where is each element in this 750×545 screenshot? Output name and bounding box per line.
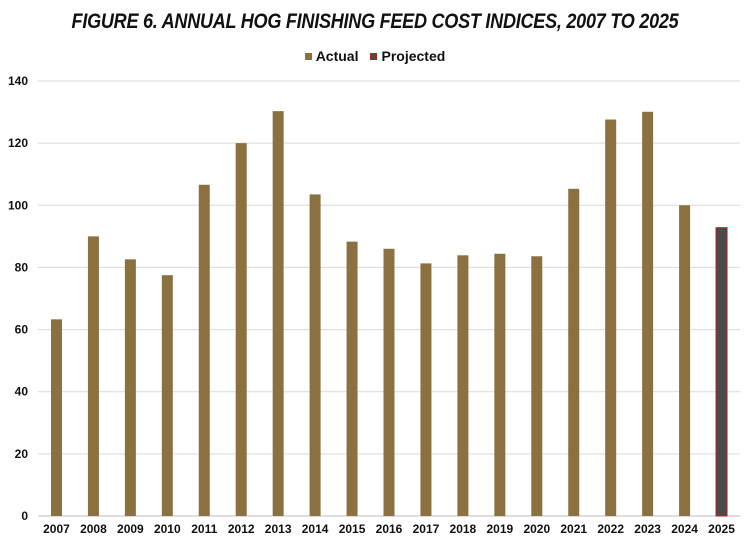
legend-swatch-projected <box>370 52 378 60</box>
bar-actual-2017 <box>420 263 432 516</box>
y-tick-label: 0 <box>21 509 28 523</box>
bar-actual-2009 <box>124 259 136 516</box>
bar-actual-2020 <box>531 256 543 516</box>
x-axis-ticks: 2007 2008 2009 2010 2011 2012 2013 2014 2015 2016… <box>43 522 735 536</box>
legend-label-actual: Actual <box>315 48 359 64</box>
bar-actual-2008 <box>87 236 99 516</box>
bar-actual-2016 <box>383 248 395 517</box>
bar-actual-2019 <box>494 253 506 516</box>
bar-projected-2025 <box>715 227 728 517</box>
x-tick-label: 2012 <box>228 522 255 536</box>
x-tick-label: 2018 <box>450 522 477 536</box>
chart-title: FIGURE 6. ANNUAL HOG FINISHING FEED COST… <box>71 10 679 33</box>
y-tick-label: 100 <box>8 198 28 212</box>
bar-actual-2011 <box>198 184 210 516</box>
legend-item-actual: Actual <box>304 48 359 64</box>
legend-item-projected: Projected <box>370 48 445 64</box>
x-tick-label: 2007 <box>43 522 70 536</box>
bar-actual-2015 <box>346 241 358 516</box>
x-tick-label: 2021 <box>560 522 587 536</box>
y-tick-label: 80 <box>15 260 29 274</box>
x-tick-label: 2013 <box>265 522 292 536</box>
bar-actual-2024 <box>679 205 691 517</box>
y-tick-label: 120 <box>8 136 28 150</box>
x-tick-label: 2017 <box>413 522 440 536</box>
bar-actual-2022 <box>605 119 617 517</box>
x-tick-label: 2023 <box>634 522 661 536</box>
x-tick-label: 2020 <box>523 522 550 536</box>
x-tick-label: 2009 <box>117 522 144 536</box>
bar-actual-2013 <box>272 111 284 516</box>
chart-legend: Actual Projected <box>0 48 750 64</box>
bar-actual-2012 <box>235 143 247 516</box>
y-tick-label: 140 <box>8 74 28 88</box>
x-tick-label: 2010 <box>154 522 181 536</box>
y-axis-ticks: 0 20 40 60 80 100 120 140 <box>8 74 28 523</box>
x-tick-label: 2015 <box>339 522 366 536</box>
bar-actual-2010 <box>161 275 173 516</box>
y-tick-label: 60 <box>15 323 29 337</box>
bar-actual-2021 <box>568 188 580 516</box>
bar-actual-2018 <box>457 255 469 516</box>
x-tick-label: 2025 <box>708 522 735 536</box>
x-tick-label: 2024 <box>671 522 698 536</box>
legend-label-projected: Projected <box>381 48 446 64</box>
bar-actual-2014 <box>309 194 321 517</box>
x-tick-label: 2016 <box>376 522 403 536</box>
x-tick-label: 2019 <box>486 522 513 536</box>
x-tick-label: 2011 <box>191 522 217 536</box>
bar-actual-2007 <box>50 319 62 516</box>
bars <box>50 111 728 517</box>
x-tick-label: 2022 <box>597 522 624 536</box>
legend-swatch-actual <box>304 52 312 60</box>
x-tick-label: 2008 <box>80 522 107 536</box>
y-tick-label: 40 <box>15 385 29 399</box>
y-tick-label: 20 <box>15 447 29 461</box>
bar-actual-2023 <box>642 111 654 516</box>
x-tick-label: 2014 <box>302 522 329 536</box>
